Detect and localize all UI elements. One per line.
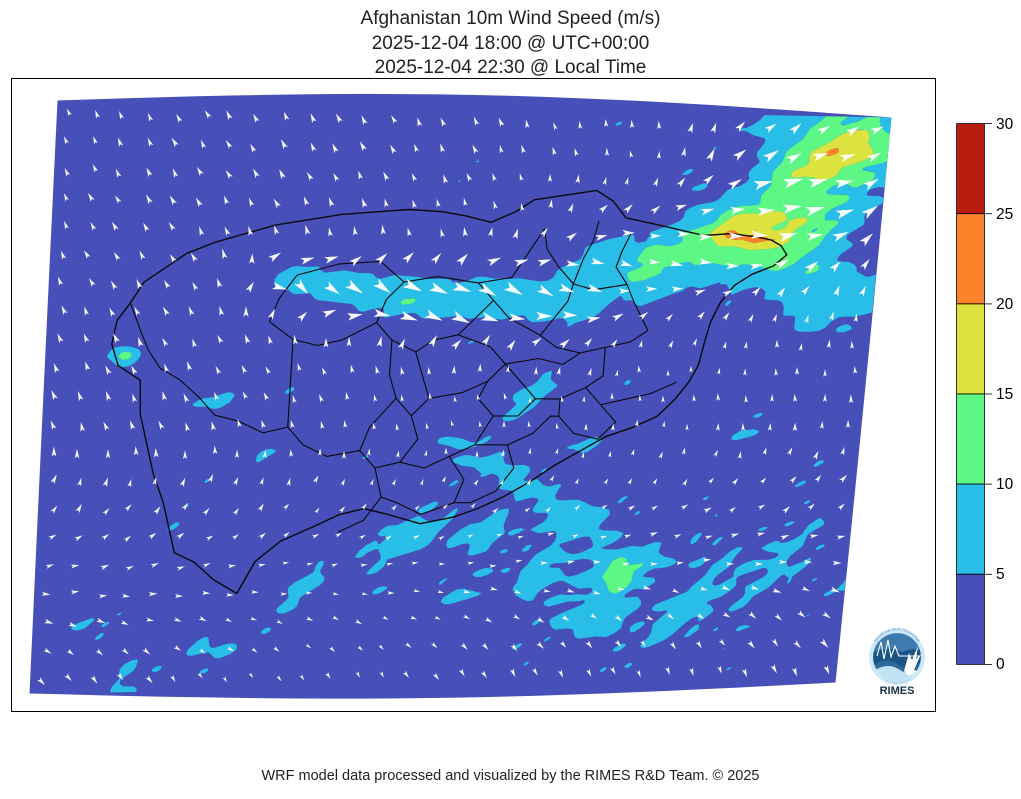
svg-text:15: 15	[996, 386, 1013, 403]
svg-text:0: 0	[996, 656, 1005, 673]
svg-text:5: 5	[996, 566, 1005, 583]
svg-text:10: 10	[996, 476, 1014, 493]
svg-text:25: 25	[996, 206, 1013, 223]
svg-text:30: 30	[996, 116, 1014, 133]
svg-text:20: 20	[996, 296, 1014, 313]
